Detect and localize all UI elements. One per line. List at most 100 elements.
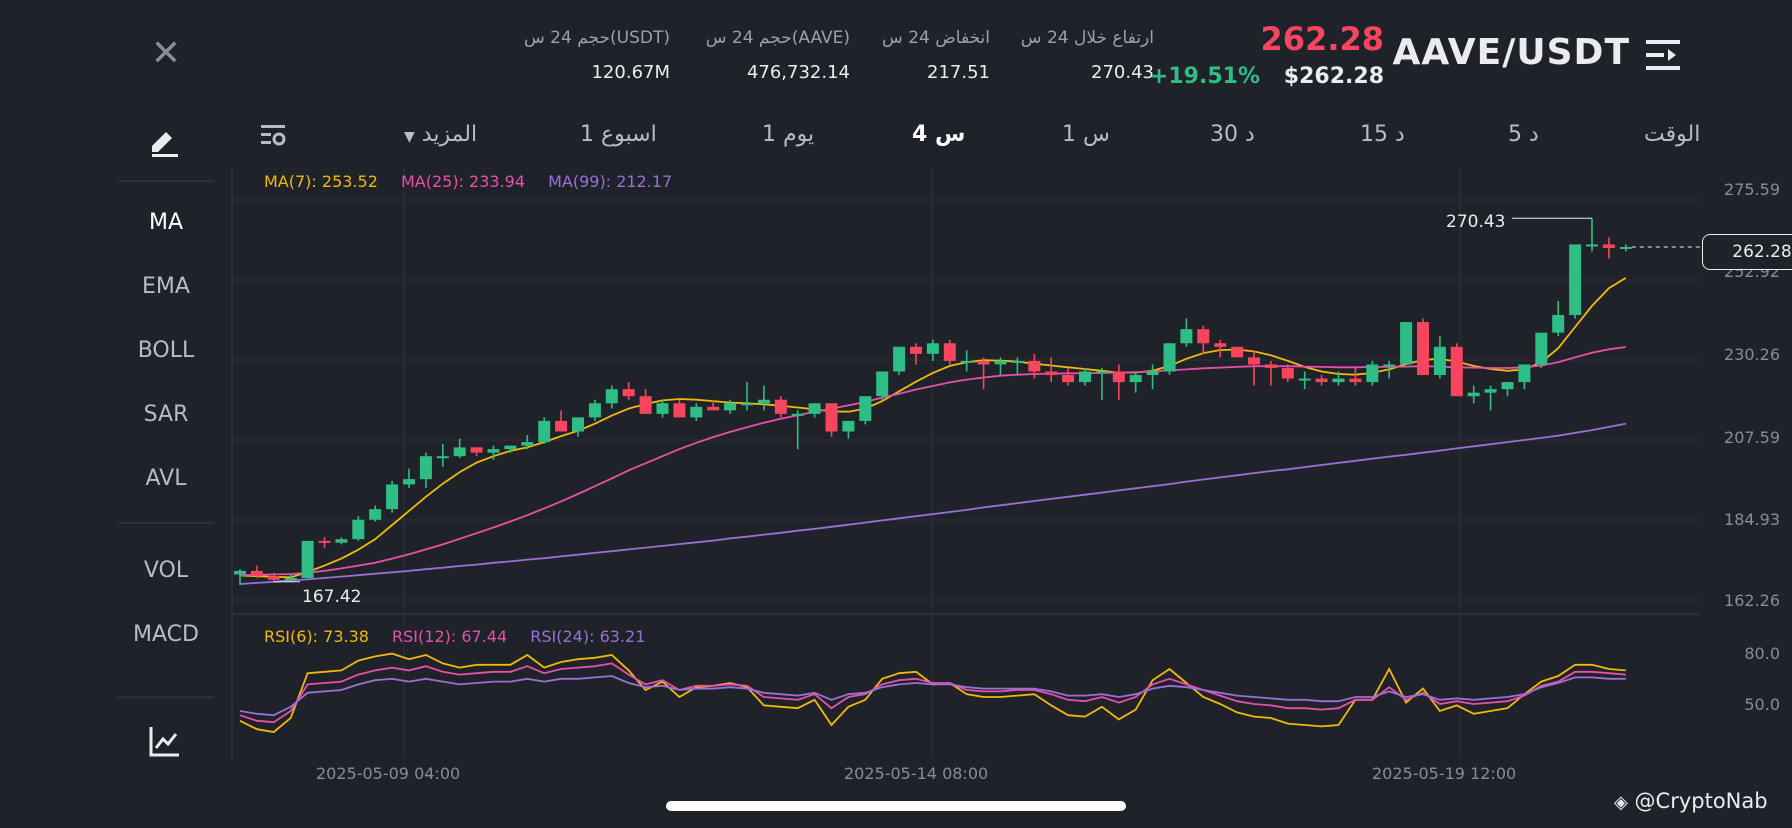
- indicator-macd[interactable]: MACD: [133, 622, 199, 647]
- price-markers: [273, 217, 1702, 583]
- candle-body: [1501, 382, 1514, 390]
- candle-body: [926, 343, 939, 354]
- x-tick: 2025-05-09 04:00: [316, 764, 461, 783]
- vol-quote-value: 120.67M: [591, 62, 670, 83]
- candle-body: [724, 403, 737, 411]
- x-tick: 2025-05-14 08:00: [844, 764, 989, 783]
- candle-body: [994, 360, 1007, 365]
- candle-body: [1028, 360, 1041, 372]
- close-button[interactable]: ✕: [150, 33, 182, 74]
- home-indicator[interactable]: [666, 801, 1126, 811]
- moving-average-lines: [239, 277, 1627, 585]
- candle-body: [386, 484, 399, 510]
- interval-1w[interactable]: 1 اسبوع: [580, 122, 657, 147]
- candle-body: [1383, 364, 1396, 367]
- candle-body: [588, 403, 601, 418]
- candle-body: [605, 389, 618, 404]
- candle-body: [690, 406, 703, 418]
- series-ma25: [239, 346, 1626, 577]
- indicator-vol[interactable]: VOL: [143, 558, 189, 583]
- candle-body: [1180, 329, 1193, 344]
- candle-body: [943, 343, 956, 361]
- candle-body: [1349, 378, 1362, 383]
- watermark-logo-icon: ◈: [1614, 792, 1628, 813]
- pair-title[interactable]: AAVE/USDT: [1392, 32, 1630, 73]
- more-intervals-button[interactable]: ▼ المزيد: [404, 122, 477, 147]
- pair-menu-icon[interactable]: [1646, 38, 1682, 72]
- candle-body: [622, 389, 635, 397]
- candle-body: [791, 413, 804, 416]
- candle-body: [1569, 244, 1582, 316]
- draw-tool-icon[interactable]: [148, 124, 182, 158]
- candle-body: [1400, 322, 1413, 365]
- y-tick: 207.59: [1724, 428, 1780, 447]
- candle-body: [234, 570, 246, 575]
- interval-4h[interactable]: 4 س: [912, 122, 966, 147]
- candle-body: [284, 577, 297, 580]
- candle-body: [1264, 364, 1277, 368]
- interval-15m[interactable]: 15 د: [1360, 122, 1405, 147]
- legend-ma25: MA(25): 233.94: [400, 172, 526, 191]
- chart-grid: [231, 168, 1700, 760]
- indicator-chart-icon[interactable]: [148, 724, 182, 758]
- candle-body: [572, 417, 584, 432]
- change-percent: +19.51%: [1149, 64, 1260, 89]
- series-rsi6: [239, 652, 1626, 733]
- candlesticks: [234, 218, 1632, 586]
- candle-body: [1535, 332, 1548, 365]
- candle-body: [910, 346, 922, 354]
- indicator-boll[interactable]: BOLL: [137, 338, 195, 363]
- candle-body: [1602, 244, 1615, 248]
- low-24h-value: 217.51: [927, 62, 990, 83]
- candle-body: [1298, 378, 1311, 381]
- candle-body: [1248, 357, 1260, 365]
- last-price-usd: $262.28: [1283, 64, 1384, 89]
- candle-body: [825, 403, 838, 432]
- candle-body: [352, 519, 365, 540]
- candle-body: [808, 403, 821, 414]
- candle-body: [1079, 371, 1091, 383]
- candle-body: [757, 399, 770, 404]
- legend-ma99: MA(99): 212.17: [548, 172, 673, 191]
- candle-body: [1146, 371, 1159, 376]
- high-marker-label: 270.43: [1446, 212, 1506, 232]
- candle-body: [1163, 343, 1176, 372]
- candle-body: [1095, 371, 1108, 374]
- legend-rsi24: RSI(24): 63.21: [530, 627, 646, 646]
- candle-body: [876, 371, 889, 397]
- dropdown-arrow-icon: ▼: [404, 129, 415, 145]
- candle-body: [504, 445, 517, 450]
- candle-body: [1586, 244, 1598, 247]
- sidebar-divider: [118, 180, 214, 182]
- indicator-ma[interactable]: MA: [148, 210, 184, 235]
- interval-5m[interactable]: 5 د: [1508, 122, 1539, 147]
- candle-body: [842, 420, 855, 432]
- current-price-tag: 262.28: [1702, 234, 1792, 270]
- candle-body: [335, 539, 348, 543]
- watermark: ◈ @CryptoNab: [1614, 789, 1768, 813]
- interval-30m[interactable]: 30 د: [1210, 122, 1255, 147]
- indicator-sar[interactable]: SAR: [143, 402, 189, 427]
- candle-body: [859, 396, 872, 421]
- more-label: المزيد: [421, 122, 478, 147]
- interval-time[interactable]: الوقت: [1644, 122, 1701, 147]
- candle-body: [639, 396, 652, 414]
- indicator-ema[interactable]: EMA: [142, 274, 190, 299]
- interval-1d[interactable]: 1 يوم: [762, 122, 815, 147]
- candle-body: [1214, 343, 1227, 347]
- candle-body: [250, 570, 263, 577]
- x-tick: 2025-05-19 12:00: [1372, 764, 1517, 783]
- candle-body: [673, 403, 686, 418]
- candle-body: [1484, 389, 1497, 393]
- candle-body: [419, 456, 432, 480]
- interval-1h[interactable]: 1 س: [1062, 122, 1110, 147]
- chart-settings-icon[interactable]: [260, 122, 286, 148]
- candle-body: [1332, 378, 1345, 383]
- indicator-avl[interactable]: AVL: [145, 466, 187, 491]
- candle-body: [1062, 375, 1075, 383]
- candle-body: [1450, 346, 1463, 397]
- candle-body: [1045, 371, 1058, 376]
- sidebar-divider: [118, 522, 214, 524]
- candle-body: [977, 360, 990, 365]
